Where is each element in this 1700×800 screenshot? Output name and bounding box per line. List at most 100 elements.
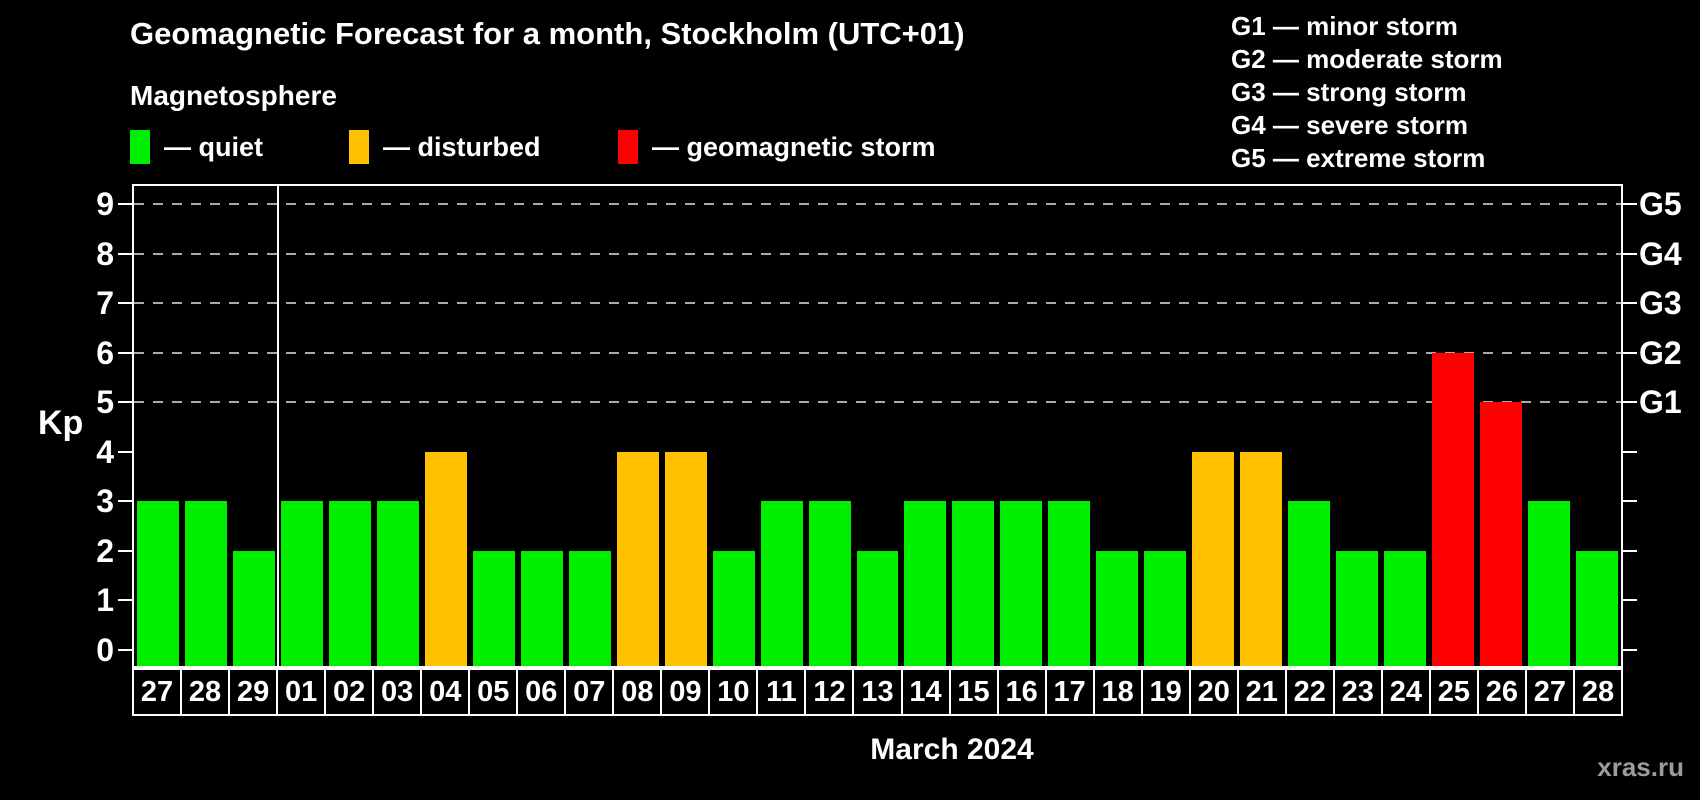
x-axis-date-row: 27 28 29 01 02 03 04 05 06 07 08 09 10 11 12 13 14 15 16 17… — [132, 668, 1623, 716]
storm-color-swatch — [618, 130, 638, 164]
chart-subtitle: Magnetosphere — [130, 80, 337, 111]
bar-22-kp3 — [1288, 501, 1331, 666]
gridline-kp5 — [134, 401, 1621, 404]
bar-01-kp3 — [280, 501, 323, 666]
date-cell-27: 27 — [134, 670, 181, 714]
right-tick-2 — [1623, 549, 1637, 552]
bar-29-kp2 — [232, 550, 275, 666]
quiet-color-swatch — [130, 130, 150, 164]
left-tick-3 — [118, 500, 132, 503]
date-cell-03: 03 — [372, 670, 421, 714]
bar-05-kp2 — [472, 550, 515, 666]
legend-label-disturbed: — disturbed — [383, 131, 541, 162]
date-cell-21: 21 — [1236, 670, 1285, 714]
date-cell-09: 09 — [660, 670, 709, 714]
date-cell-15: 15 — [948, 670, 997, 714]
date-cell-10: 10 — [708, 670, 757, 714]
right-axis-label-g1: G1 — [1639, 384, 1682, 421]
bar-17-kp3 — [1048, 501, 1091, 666]
x-axis-month-label: March 2024 — [870, 733, 1034, 766]
right-tick-5 — [1623, 401, 1637, 404]
storm-scale-g4: G4 — severe storm — [1231, 110, 1469, 140]
date-cell-14: 14 — [900, 670, 949, 714]
right-axis-label-g2: G2 — [1639, 334, 1682, 371]
bar-14-kp3 — [904, 501, 947, 666]
date-cell-27: 27 — [1524, 670, 1573, 714]
left-tick-8 — [118, 252, 132, 255]
gridline-kp6 — [134, 351, 1621, 354]
date-cell-08: 08 — [612, 670, 661, 714]
y-tick-label-7: 7 — [96, 285, 114, 322]
bar-06-kp2 — [520, 550, 563, 666]
watermark: xras.ru — [1597, 752, 1684, 782]
left-tick-5 — [118, 401, 132, 404]
left-tick-7 — [118, 302, 132, 305]
bar-09-kp4 — [664, 451, 707, 666]
plot-area — [132, 184, 1623, 668]
left-tick-2 — [118, 549, 132, 552]
y-tick-label-6: 6 — [96, 334, 114, 371]
bar-21-kp4 — [1240, 451, 1283, 666]
date-cell-13: 13 — [852, 670, 901, 714]
plot-inner — [134, 186, 1621, 666]
bar-13-kp2 — [856, 550, 899, 666]
bar-10-kp2 — [712, 550, 755, 666]
bar-08-kp4 — [616, 451, 659, 666]
bar-04-kp4 — [424, 451, 467, 666]
bar-02-kp3 — [328, 501, 371, 666]
date-cell-24: 24 — [1380, 670, 1429, 714]
date-cell-25: 25 — [1428, 670, 1477, 714]
date-cell-16: 16 — [996, 670, 1045, 714]
y-tick-label-8: 8 — [96, 235, 114, 272]
right-tick-8 — [1623, 252, 1637, 255]
bar-25-kp6 — [1432, 352, 1475, 666]
date-cell-02: 02 — [324, 670, 373, 714]
date-cell-19: 19 — [1140, 670, 1189, 714]
date-cell-26: 26 — [1476, 670, 1525, 714]
left-tick-9 — [118, 203, 132, 205]
legend-item-storm: — geomagnetic storm — [618, 127, 936, 167]
date-cell-06: 06 — [516, 670, 565, 714]
storm-scale-g1: G1 — minor storm — [1231, 11, 1458, 41]
right-tick-4 — [1623, 450, 1637, 453]
bar-28-kp3 — [184, 501, 227, 666]
storm-scale-legend: G1 — minor storm G2 — moderate storm G3 … — [1231, 10, 1503, 175]
right-tick-1 — [1623, 599, 1637, 602]
gridline-kp9 — [134, 203, 1621, 205]
bar-23-kp2 — [1336, 550, 1379, 666]
bar-03-kp3 — [376, 501, 419, 666]
y-tick-label-1: 1 — [96, 582, 114, 619]
y-tick-label-2: 2 — [96, 532, 114, 569]
gridline-kp7 — [134, 302, 1621, 305]
date-cell-29: 29 — [228, 670, 277, 714]
disturbed-color-swatch — [349, 130, 369, 164]
chart-title: Geomagnetic Forecast for a month, Stockh… — [130, 16, 965, 51]
legend-label-quiet: — quiet — [164, 131, 263, 162]
date-cell-05: 05 — [468, 670, 517, 714]
bar-28-kp2 — [1576, 550, 1618, 666]
bar-27-kp3 — [137, 501, 179, 666]
date-cell-01: 01 — [276, 670, 325, 714]
legend-item-disturbed: — disturbed — [349, 127, 541, 167]
bar-07-kp2 — [568, 550, 611, 666]
storm-scale-g3: G3 — strong storm — [1231, 77, 1467, 107]
date-cell-28: 28 — [180, 670, 229, 714]
y-tick-label-0: 0 — [96, 632, 114, 668]
bar-24-kp2 — [1384, 550, 1427, 666]
bar-19-kp2 — [1144, 550, 1187, 666]
right-axis-label-g4: G4 — [1639, 235, 1682, 272]
gridline-kp8 — [134, 252, 1621, 255]
y-tick-label-9: 9 — [96, 186, 114, 222]
date-cell-18: 18 — [1092, 670, 1141, 714]
date-cell-22: 22 — [1284, 670, 1333, 714]
bar-12-kp3 — [808, 501, 851, 666]
date-cell-20: 20 — [1188, 670, 1237, 714]
left-tick-4 — [118, 450, 132, 453]
right-axis-label-g5: G5 — [1639, 186, 1682, 222]
left-tick-0 — [118, 649, 132, 651]
left-tick-1 — [118, 599, 132, 602]
date-cell-12: 12 — [804, 670, 853, 714]
bar-16-kp3 — [1000, 501, 1043, 666]
date-cell-28: 28 — [1572, 670, 1621, 714]
